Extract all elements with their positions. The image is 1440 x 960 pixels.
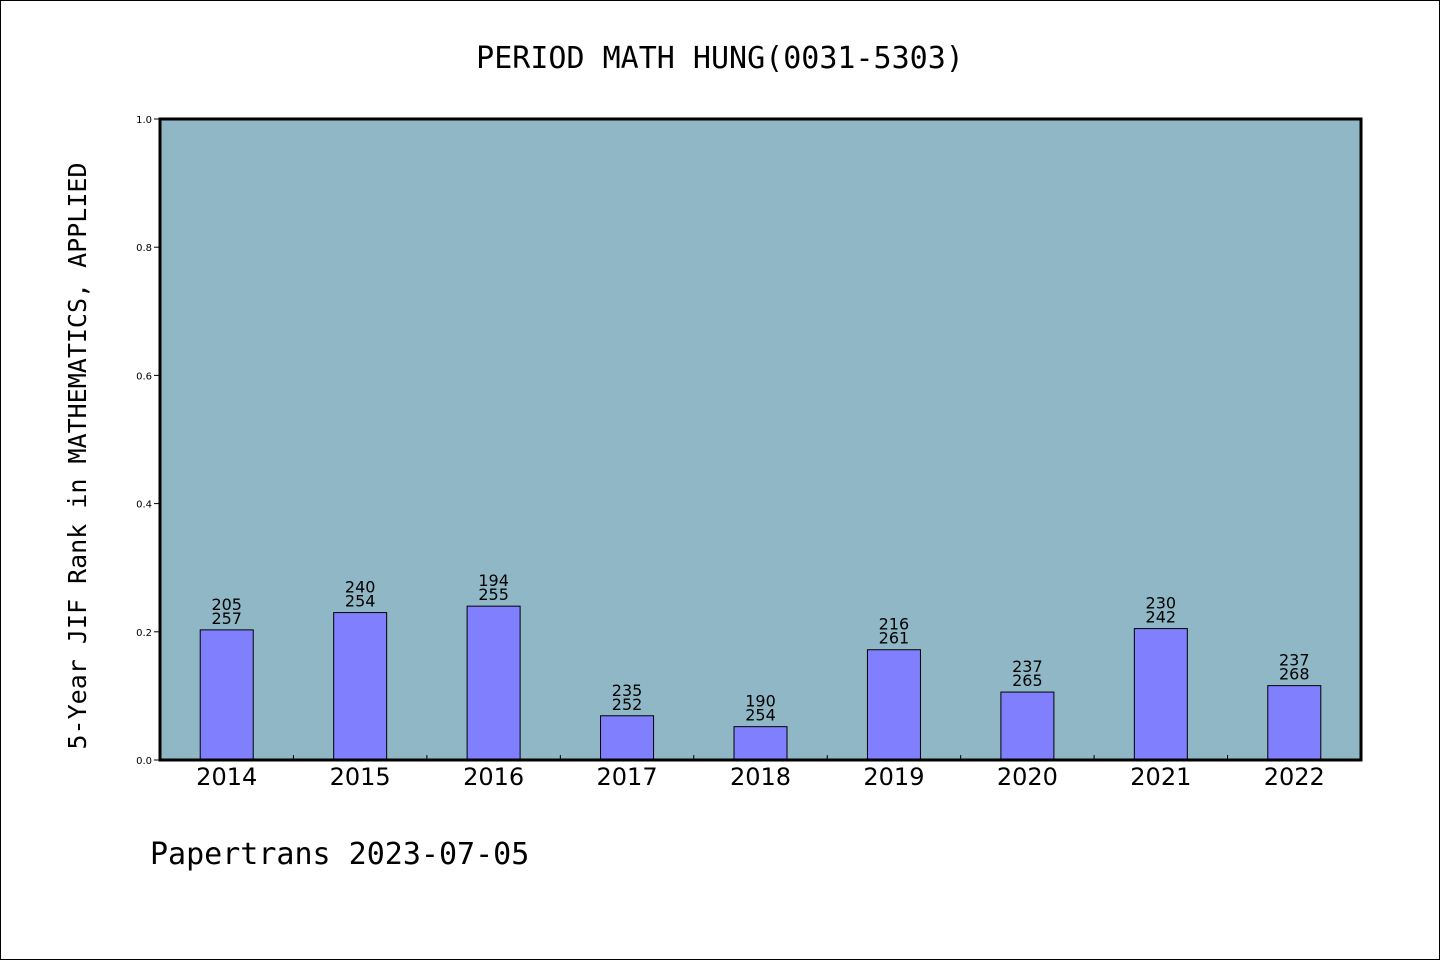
bar-rank-label: 230 (1146, 594, 1177, 613)
y-axis-label: 5-Year JIF Rank in MATHEMATICS, APPLIED (63, 163, 92, 750)
bar-2014 (199, 629, 254, 761)
x-axis: 2014 2015 2016 2017 2018 2019 2020 2021 2022 (196, 755, 1325, 791)
bar-rank-label: 240 (345, 578, 376, 597)
chart-title: PERIOD MATH HUNG(0031-5303) (476, 41, 964, 76)
footer-source-date: Papertrans 2023-07-05 (150, 837, 529, 872)
y-tick-label: 1.0 (136, 115, 152, 126)
bar-rank-label: 205 (211, 595, 242, 614)
bar-rank-label: 237 (1012, 657, 1043, 676)
bar-rank-label: 235 (612, 681, 643, 700)
bar-total-label: 265 (1012, 671, 1043, 690)
x-tick-label: 2021 (1130, 763, 1191, 791)
x-tick-label: 2019 (863, 763, 924, 791)
bar-total-label: 254 (345, 592, 376, 611)
x-tick-label: 2014 (196, 763, 257, 791)
x-tick-label: 2016 (463, 763, 524, 791)
bar-2016 (466, 605, 521, 761)
x-tick-label: 2015 (330, 763, 391, 791)
bar-2022 (1267, 685, 1322, 761)
x-tick-label: 2022 (1264, 763, 1325, 791)
bar-rank-label: 190 (745, 692, 776, 711)
bar-total-label: 257 (211, 609, 242, 628)
bar-2020 (1000, 691, 1055, 761)
y-tick-label: 0.6 (136, 371, 152, 382)
x-tick-label: 2020 (997, 763, 1058, 791)
x-tick-label: 2018 (730, 763, 791, 791)
bar-rank-label: 237 (1279, 651, 1310, 670)
x-tick-label: 2017 (597, 763, 658, 791)
bar-2018 (733, 726, 788, 761)
plot-frame (158, 117, 1363, 762)
bar-rank-label: 194 (478, 571, 509, 590)
y-tick-label: 0.2 (136, 628, 152, 639)
bar-total-label: 261 (879, 629, 910, 648)
y-axis: 0.0 0.2 0.4 0.6 0.8 1.0 (136, 115, 160, 767)
y-tick-label: 0.4 (136, 500, 152, 511)
bar-total-label: 252 (612, 695, 643, 714)
bar-2019 (866, 649, 921, 761)
bar-2021 (1133, 628, 1188, 761)
y-tick-label: 0.0 (136, 756, 152, 767)
y-tick-label: 0.8 (136, 243, 152, 254)
bars-layer (199, 605, 1322, 761)
bar-total-label: 254 (745, 706, 776, 725)
bar-total-label: 268 (1279, 665, 1310, 684)
bar-2017 (600, 715, 655, 761)
bar-2015 (333, 612, 388, 761)
bar-total-label: 242 (1146, 608, 1177, 627)
bar-rank-label: 216 (879, 615, 910, 634)
bar-total-label: 255 (478, 585, 509, 604)
